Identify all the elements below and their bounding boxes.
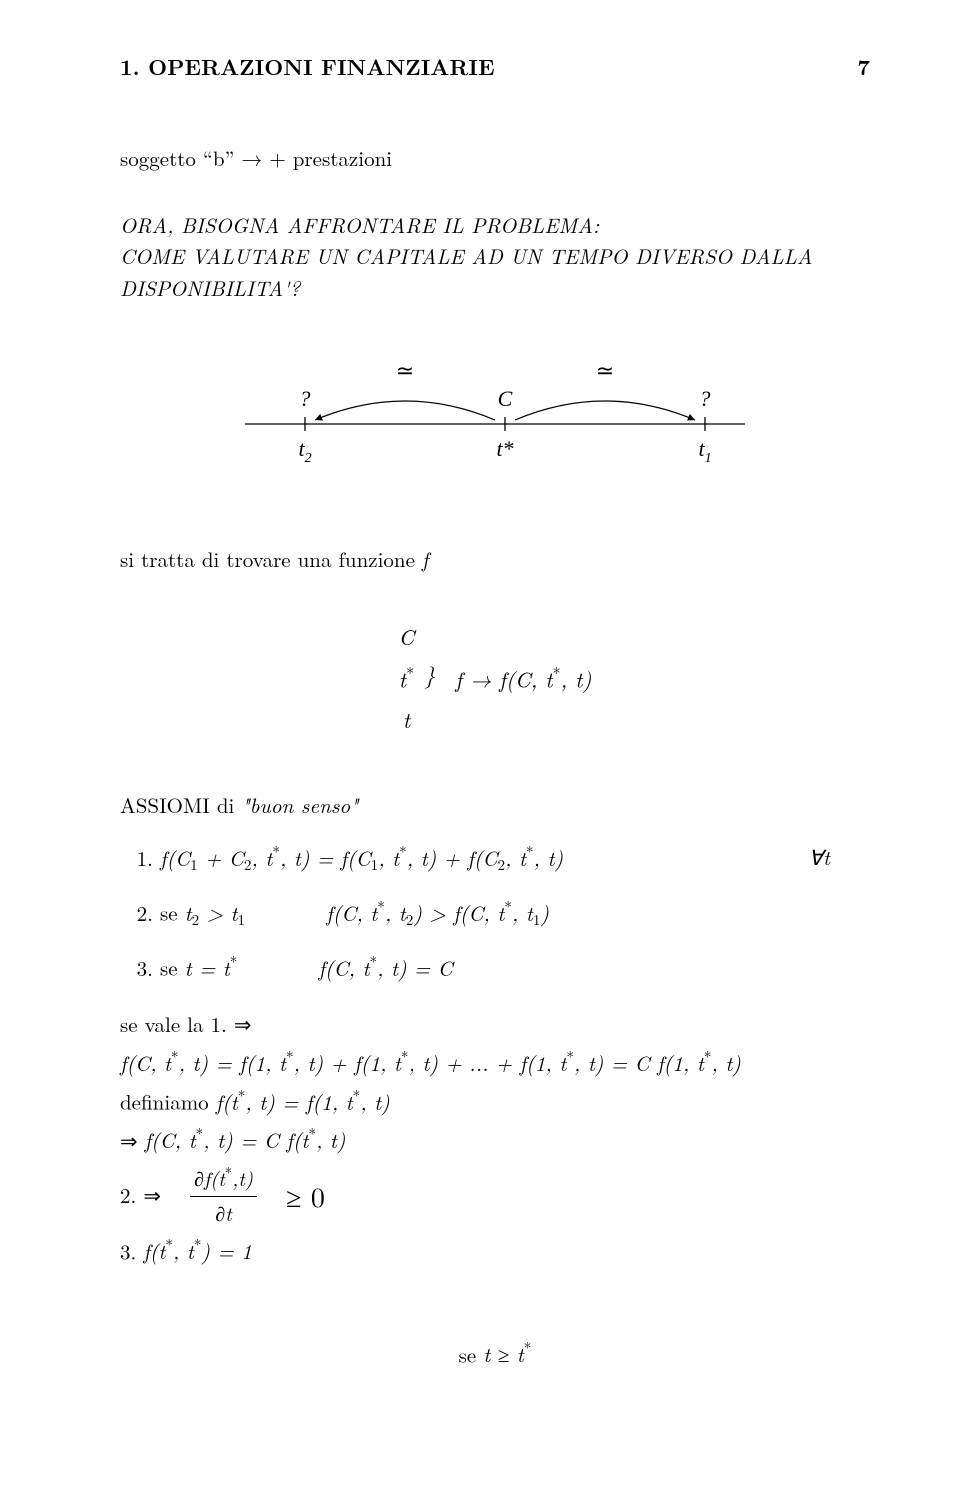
timeline-svg: ? t2 Ct*? t1 ≃ ≃ <box>225 344 765 484</box>
mid-sentence: si tratta di trovare una funzione f <box>120 544 870 576</box>
final-l6: 3. f(t*, t*) = 1 <box>120 1235 870 1268</box>
axiom-3: se t = t* f(C, t*, t) = C <box>160 951 870 984</box>
problem-statement: ORA, BISOGNA AFFRONTARE IL PROBLEMA: COM… <box>120 210 870 305</box>
brace-row-tstar: t* <box>389 657 425 700</box>
derivation-block: se vale la 1. ⇒ f(C, t*, t) = f(1, t*, t… <box>120 1009 870 1267</box>
partial-fraction: ∂f(t*,t) ∂t <box>190 1163 257 1229</box>
bottom-condition: se t ≥ t* <box>120 1338 870 1371</box>
axioms-list: f(C1 + C2, t*, t) = f(C1, t*, t) + f(C2,… <box>120 842 870 984</box>
brace-symbol: } <box>424 616 445 741</box>
problem-line1: ORA, BISOGNA AFFRONTARE IL PROBLEMA: <box>120 210 870 242</box>
problem-line2: COME VALUTARE UN CAPITALE AD UN TEMPO DI… <box>120 241 870 304</box>
brace-row-C: C <box>389 616 425 657</box>
header-left: 1. OPERAZIONI FINANZIARIE <box>120 50 495 83</box>
axioms-title: ASSIOMI di "buon senso" <box>120 790 870 822</box>
svg-text:≃: ≃ <box>396 358 414 383</box>
svg-text:t*: t* <box>496 436 513 461</box>
page-header: 1. OPERAZIONI FINANZIARIE 7 <box>120 50 870 83</box>
svg-text:C: C <box>498 386 513 411</box>
header-page-number: 7 <box>857 50 870 83</box>
svg-text:≃: ≃ <box>596 358 614 383</box>
final-l3: definiamo f(t*, t) = f(1, t*, t) <box>120 1085 870 1118</box>
final-l2: f(C, t*, t) = f(1, t*, t) + f(1, t*, t) … <box>120 1047 870 1080</box>
intro-line: soggetto “b” → + prestazioni <box>120 143 870 175</box>
svg-text:t1: t1 <box>698 436 711 466</box>
brace-rhs: f → f(C, t*, t) <box>445 616 601 741</box>
final-l1: se vale la 1. ⇒ <box>120 1009 870 1041</box>
final-l5: 2. ⇒ ∂f(t*,t) ∂t ≥ 0 <box>120 1163 870 1229</box>
svg-text:?: ? <box>700 386 711 411</box>
svg-text:?: ? <box>300 386 311 411</box>
timeline-diagram: ? t2 Ct*? t1 ≃ ≃ <box>120 344 870 484</box>
final-l4: ⇒ f(C, t*, t) = C f(t*, t) <box>120 1124 870 1157</box>
brace-row-t: t <box>389 699 425 740</box>
axiom-1: f(C1 + C2, t*, t) = f(C1, t*, t) + f(C2,… <box>160 842 870 877</box>
axiom-2: se t2 > t1 f(C, t*, t2) > f(C, t*, t1) <box>160 896 870 931</box>
brace-definition: C } f → f(C, t*, t) t* t <box>120 616 870 741</box>
axiom-1-forall: ∀t <box>809 842 830 874</box>
svg-text:t2: t2 <box>298 436 311 466</box>
